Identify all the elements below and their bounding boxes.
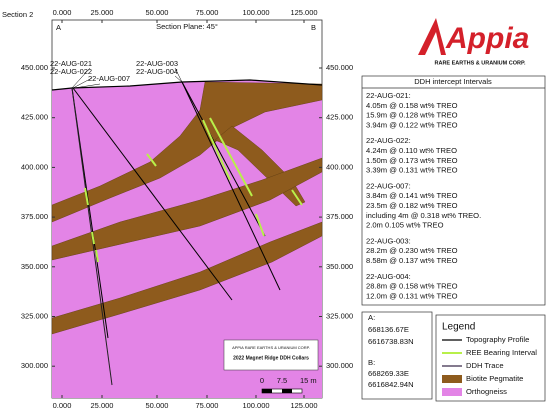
hole-label: 22-AUG-007 (88, 74, 130, 83)
legend-label: Topography Profile (466, 335, 529, 344)
legend-label: REE Bearing Interval (466, 348, 537, 357)
intercept-line: 23.5m @ 0.182 wt% TREO (366, 201, 458, 210)
intercept-line: 4.05m @ 0.158 wt% TREO (366, 101, 458, 110)
hole-label: 22-AUG-004 (136, 67, 178, 76)
intercept-line: 12.0m @ 0.131 wt% TREO (366, 291, 458, 300)
x-axis-label: 125.000 (290, 8, 317, 17)
intercept-line: 1.50m @ 0.173 wt% TREO (366, 156, 458, 165)
hole-label: 22-AUG-021 (50, 59, 92, 68)
x-axis-label: 75.000 (196, 401, 219, 410)
coord-label: A: (368, 313, 375, 322)
x-axis-label: 25.000 (91, 401, 114, 410)
intercept-hole: 22-AUG-003: (366, 236, 411, 245)
end-b: B (311, 23, 316, 32)
intercept-title: DDH intercept Intervals (414, 77, 492, 86)
coord-east: 668269.33E (368, 369, 409, 378)
pegmatite-bands (51, 81, 323, 335)
intercept-hole: 22-AUG-004: (366, 272, 411, 281)
collar-leaders (71, 67, 183, 89)
topography-profile (51, 79, 323, 91)
y-axis-label: 375.000 (326, 212, 353, 221)
x-axis-label: 50.000 (146, 8, 169, 17)
hole-label: 22-AUG-022 (50, 67, 92, 76)
y-axis-label: 325.000 (21, 311, 48, 320)
logo-mark (418, 18, 446, 55)
coord-east: 668136.67E (368, 325, 409, 334)
scale-label: 7.5 (277, 376, 287, 385)
legend-box (435, 314, 546, 402)
title-block-company: APPIA RARE EARTHS & URANIUM CORP. (232, 345, 310, 350)
title-block-title: 2022 Magnet Ridge DDH Collars (233, 355, 309, 361)
y-axis-label: 300.000 (326, 361, 353, 370)
y-axis-label: 325.000 (326, 311, 353, 320)
end-a: A (56, 23, 61, 32)
intercept-hole: 22-AUG-022: (366, 136, 411, 145)
intercept-line: 4.24m @ 0.110 wt% TREO (366, 146, 457, 155)
legend-title: Legend (442, 322, 475, 333)
intercept-hole: 22-AUG-007: (366, 181, 411, 190)
y-axis-label: 350.000 (21, 262, 48, 271)
y-axis-label: 425.000 (21, 113, 48, 122)
x-axis-label: 125.000 (290, 401, 317, 410)
logo-tagline: RARE EARTHS & URANIUM CORP. (435, 60, 526, 66)
y-axis-label: 450.000 (326, 63, 353, 72)
intercept-line: 15.9m @ 0.128 wt% TREO (366, 111, 458, 120)
intercept-line: 2.0m 0.105 wt% TREO (366, 221, 444, 230)
intercept-line: 8.58m @ 0.137 wt% TREO (366, 256, 458, 265)
coord-north: 6616738.83N (368, 337, 414, 346)
scale-label: 15 m (300, 376, 317, 385)
x-axis-label: 25.000 (91, 8, 114, 17)
x-axis-label: 100.000 (242, 8, 269, 17)
section-label: Section 2 (2, 10, 33, 19)
logo-mark (425, 32, 441, 55)
intercept-box (361, 75, 546, 306)
x-axis-label: 100.000 (242, 401, 269, 410)
x-axis-label: 0.000 (53, 401, 72, 410)
scale-bar-seg (282, 389, 292, 393)
y-axis-label: 375.000 (21, 212, 48, 221)
y-axis-label: 350.000 (326, 262, 353, 271)
intercept-line: including 4m @ 0.318 wt% TREO. (366, 211, 481, 220)
intercept-line: 3.39m @ 0.131 wt% TREO (366, 166, 458, 175)
intercept-line: 28.8m @ 0.158 wt% TREO (366, 282, 458, 291)
y-axis-label: 450.000 (21, 63, 48, 72)
intercept-line: 3.84m @ 0.141 wt% TREO (366, 191, 458, 200)
title-block (223, 339, 319, 371)
scale-bar-seg (262, 389, 272, 393)
legend-label: DDH Trace (466, 361, 504, 370)
intercept-line: 3.94m @ 0.122 wt% TREO (366, 120, 458, 129)
coord-north: 6616842.94N (368, 380, 414, 389)
y-axis-label: 400.000 (326, 162, 353, 171)
ree-intervals (84, 117, 303, 263)
y-axis-label: 400.000 (21, 162, 48, 171)
y-axis-label: 425.000 (326, 113, 353, 122)
x-axis-label: 0.000 (53, 8, 72, 17)
intercept-line: 28.2m @ 0.230 wt% TREO (366, 246, 458, 255)
coord-label: B: (368, 358, 375, 367)
y-axis-label: 300.000 (21, 361, 48, 370)
legend-label: Biotite Pegmatite (466, 374, 523, 383)
hole-label: 22-AUG-003 (136, 59, 178, 68)
legend-swatch (442, 388, 462, 396)
coordinates-box (361, 311, 433, 400)
x-axis-label: 75.000 (196, 8, 219, 17)
legend-swatch (442, 375, 462, 383)
section-plane: Section Plane: 45° (156, 22, 218, 31)
x-axis-label: 50.000 (146, 401, 169, 410)
logo-name: Appia (445, 22, 529, 55)
scale-label: 0 (260, 376, 264, 385)
intercept-hole: 22-AUG-021: (366, 91, 411, 100)
legend-label: Orthogneiss (466, 387, 507, 396)
